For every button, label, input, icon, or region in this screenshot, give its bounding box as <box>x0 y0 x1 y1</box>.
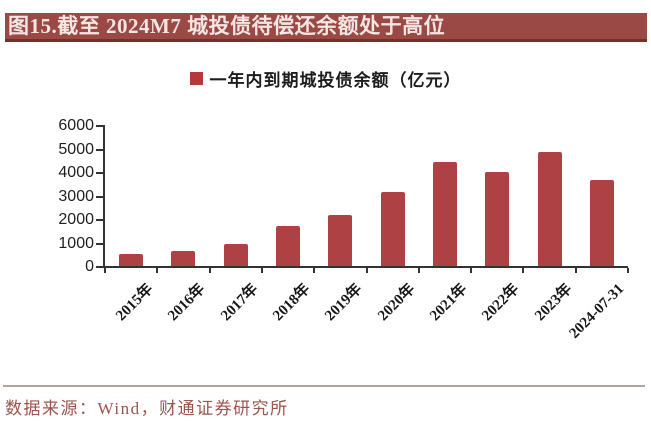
bar <box>537 152 562 266</box>
source-note: 数据来源：Wind，财通证券研究所 <box>5 399 289 418</box>
legend-series-marker-icon <box>189 71 203 85</box>
figure-title: 图15.截至 2024M7 城投债待偿还余额处于高位 <box>5 13 647 42</box>
y-axis-tick <box>96 148 103 151</box>
y-axis-label: 5000 <box>58 140 94 158</box>
y-axis-label: 2000 <box>58 211 94 228</box>
x-axis-tick <box>574 268 577 273</box>
chart-legend: 一年内到期城投债余额（亿元） <box>0 66 651 90</box>
y-axis-label: 0 <box>85 258 94 275</box>
y-axis-label: 1000 <box>58 234 94 252</box>
x-axis-tick <box>104 268 106 273</box>
y-axis-tick <box>96 172 103 174</box>
bar <box>276 226 301 266</box>
x-axis-tick <box>260 268 263 273</box>
bar <box>485 172 510 266</box>
x-axis-tick <box>522 268 525 273</box>
y-axis-tick <box>96 195 103 198</box>
bar <box>328 215 353 266</box>
y-axis-label: 6000 <box>58 117 94 134</box>
x-axis-tick <box>627 268 629 273</box>
y-axis-tick <box>96 125 103 127</box>
bar <box>119 254 144 266</box>
x-axis-tick <box>365 268 368 273</box>
y-axis-line <box>103 125 105 268</box>
bar <box>380 192 405 266</box>
x-axis-tick <box>417 268 420 273</box>
x-axis-tick <box>156 268 159 273</box>
bar <box>171 251 196 266</box>
x-axis-tick <box>208 268 211 273</box>
footer-divider <box>3 385 645 387</box>
legend-label: 一年内到期城投债余额（亿元） <box>209 70 462 90</box>
bar <box>223 244 248 266</box>
bar <box>589 180 614 266</box>
bar <box>432 162 457 266</box>
y-axis-tick <box>96 242 103 245</box>
y-axis-label: 4000 <box>58 164 94 181</box>
y-axis-tick <box>96 266 103 268</box>
y-axis-tick <box>96 219 103 221</box>
x-axis-tick <box>470 268 473 273</box>
x-axis-line <box>103 266 628 268</box>
x-axis-tick <box>313 268 316 273</box>
y-axis-label: 3000 <box>58 187 94 205</box>
